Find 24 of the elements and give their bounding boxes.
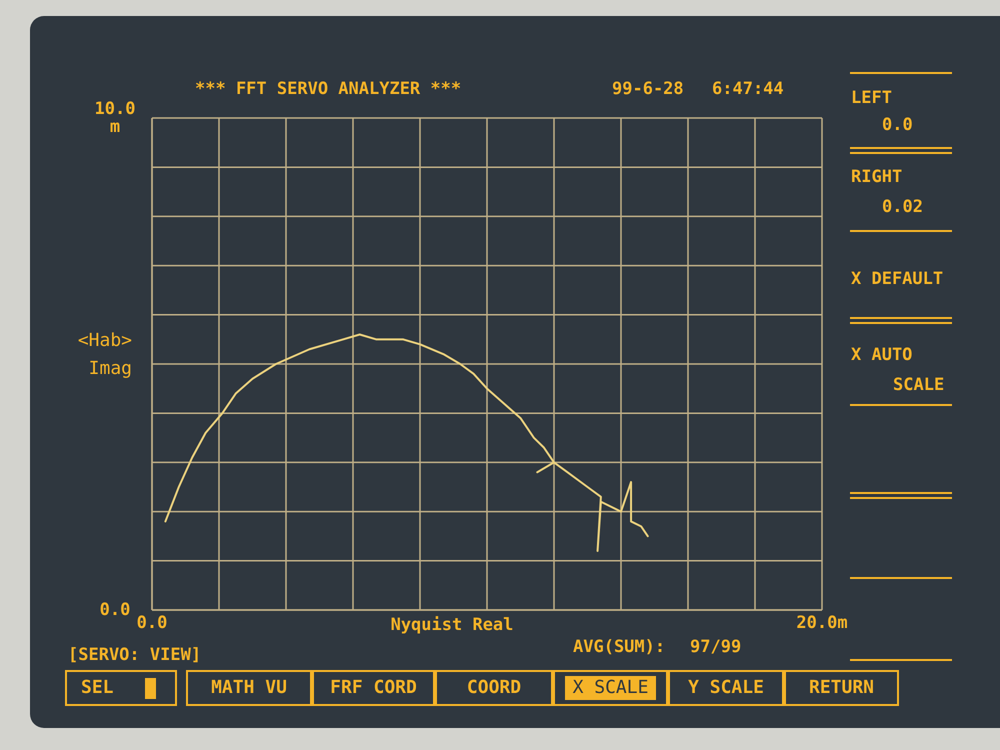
text: 0.02	[882, 197, 923, 217]
softkey-button: COORD	[435, 670, 553, 706]
x-tick-label: 20.0m	[796, 613, 848, 633]
softkey-button: Y SCALE	[668, 670, 784, 706]
line-series	[164, 333, 649, 552]
softkey-button: X SCALE	[553, 670, 668, 706]
chart-title: *** FFT SERVO ANALYZER ***	[195, 79, 462, 99]
softkey-button: FRF CORD	[312, 670, 435, 706]
text: 99-6-28	[612, 79, 684, 99]
text: [SERVO: VIEW]	[68, 645, 202, 665]
softkey-button: MATH VU	[186, 670, 312, 706]
text: 97/99	[690, 637, 742, 657]
text: X AUTO SCALE	[851, 344, 946, 397]
y-axis-title: <Hab> Imag	[76, 329, 132, 381]
text: RIGHT	[851, 167, 902, 187]
softkey-button: SEL	[65, 670, 177, 706]
softkey-button: RETURN	[784, 670, 899, 706]
y-tick-label: 10.0 m	[94, 99, 136, 137]
text: X DEFAULT	[851, 269, 944, 289]
text: 0.0	[882, 115, 913, 135]
text: 6:47:44	[712, 79, 784, 99]
x-axis-title: Nyquist Real	[390, 615, 514, 635]
text: AVG(SUM):	[573, 637, 666, 657]
text: LEFT	[851, 88, 892, 108]
